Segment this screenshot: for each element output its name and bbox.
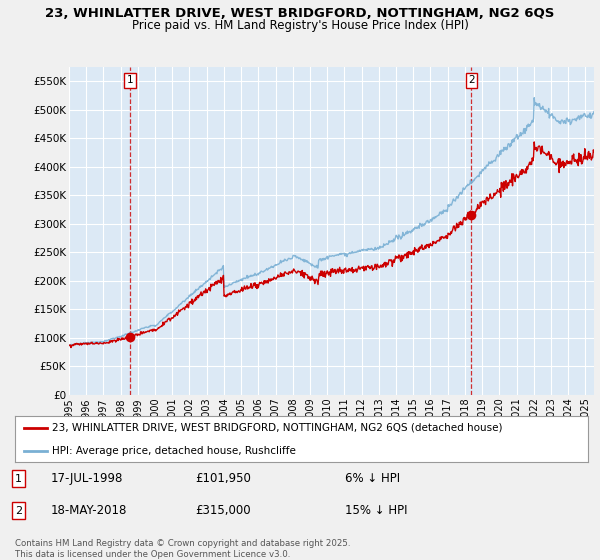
Text: 2: 2 <box>15 506 22 516</box>
Text: 17-JUL-1998: 17-JUL-1998 <box>51 472 124 486</box>
Text: HPI: Average price, detached house, Rushcliffe: HPI: Average price, detached house, Rush… <box>52 446 296 455</box>
Text: 1: 1 <box>127 76 133 85</box>
Text: £315,000: £315,000 <box>195 504 251 517</box>
Text: 1: 1 <box>15 474 22 484</box>
Text: 18-MAY-2018: 18-MAY-2018 <box>51 504 127 517</box>
Text: 15% ↓ HPI: 15% ↓ HPI <box>345 504 407 517</box>
Text: £101,950: £101,950 <box>195 472 251 486</box>
Text: Price paid vs. HM Land Registry's House Price Index (HPI): Price paid vs. HM Land Registry's House … <box>131 19 469 32</box>
Text: 23, WHINLATTER DRIVE, WEST BRIDGFORD, NOTTINGHAM, NG2 6QS: 23, WHINLATTER DRIVE, WEST BRIDGFORD, NO… <box>46 7 554 20</box>
Text: Contains HM Land Registry data © Crown copyright and database right 2025.
This d: Contains HM Land Registry data © Crown c… <box>15 539 350 559</box>
Text: 6% ↓ HPI: 6% ↓ HPI <box>345 472 400 486</box>
Text: 2: 2 <box>468 76 475 85</box>
Text: 23, WHINLATTER DRIVE, WEST BRIDGFORD, NOTTINGHAM, NG2 6QS (detached house): 23, WHINLATTER DRIVE, WEST BRIDGFORD, NO… <box>52 423 503 432</box>
